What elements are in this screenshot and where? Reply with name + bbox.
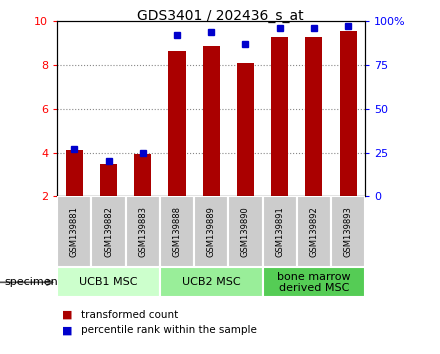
- Bar: [263, 267, 365, 297]
- Bar: [263, 196, 297, 267]
- Text: UCB2 MSC: UCB2 MSC: [182, 277, 241, 287]
- Text: GSM139893: GSM139893: [344, 206, 352, 257]
- Bar: [228, 196, 263, 267]
- Bar: [340, 31, 357, 196]
- Bar: [160, 267, 263, 297]
- Bar: [126, 196, 160, 267]
- Text: GSM139883: GSM139883: [138, 206, 147, 257]
- Text: GSM139891: GSM139891: [275, 206, 284, 257]
- Text: GSM139890: GSM139890: [241, 206, 250, 257]
- Bar: [100, 164, 117, 196]
- Bar: [66, 150, 83, 196]
- Bar: [134, 154, 151, 196]
- Bar: [194, 196, 228, 267]
- Text: GSM139882: GSM139882: [104, 206, 113, 257]
- Text: GSM139889: GSM139889: [207, 206, 216, 257]
- Text: specimen: specimen: [4, 277, 58, 287]
- Text: transformed count: transformed count: [81, 310, 179, 320]
- Text: bone marrow
derived MSC: bone marrow derived MSC: [277, 272, 351, 293]
- Text: GSM139881: GSM139881: [70, 206, 79, 257]
- Text: GSM139888: GSM139888: [172, 206, 181, 257]
- Bar: [305, 36, 323, 196]
- Text: UCB1 MSC: UCB1 MSC: [79, 277, 138, 287]
- Text: percentile rank within the sample: percentile rank within the sample: [81, 325, 257, 335]
- Text: ■: ■: [62, 325, 72, 335]
- Bar: [160, 196, 194, 267]
- Bar: [57, 196, 92, 267]
- Text: ■: ■: [62, 310, 72, 320]
- Text: GSM139892: GSM139892: [309, 206, 319, 257]
- Bar: [92, 196, 126, 267]
- Bar: [57, 267, 160, 297]
- Bar: [331, 196, 365, 267]
- Bar: [203, 46, 220, 196]
- Bar: [297, 196, 331, 267]
- Bar: [169, 51, 186, 196]
- Bar: [237, 63, 254, 196]
- Text: GDS3401 / 202436_s_at: GDS3401 / 202436_s_at: [137, 9, 303, 23]
- Bar: [271, 36, 288, 196]
